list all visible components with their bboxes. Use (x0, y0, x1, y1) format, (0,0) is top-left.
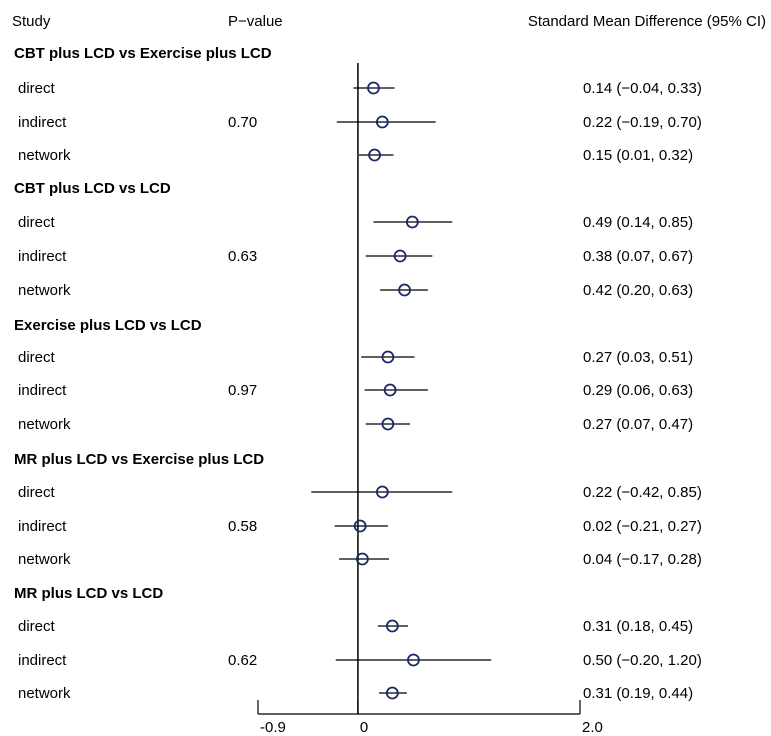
row-label: network (18, 416, 71, 433)
study-row-direct: direct 0.27 (0.03, 0.51) (18, 349, 693, 366)
estimate-label: 0.31 (0.19, 0.44) (583, 685, 693, 702)
point-estimate (393, 249, 407, 263)
study-row-indirect: indirect 0.62 0.50 (−0.20, 1.20) (18, 652, 702, 669)
study-row-direct: direct 0.31 (0.18, 0.45) (18, 618, 693, 635)
point-estimate (385, 686, 399, 700)
point-estimate (353, 519, 367, 533)
estimate-label: 0.15 (0.01, 0.32) (583, 147, 693, 164)
estimate-label: 0.29 (0.06, 0.63) (583, 382, 693, 399)
row-label: direct (18, 349, 56, 366)
point-estimate (375, 485, 389, 499)
point-estimate (381, 350, 395, 364)
row-label: indirect (18, 382, 67, 399)
tick-label: 0 (360, 719, 368, 736)
study-row-direct: direct 0.22 (−0.42, 0.85) (18, 484, 702, 501)
row-label: direct (18, 618, 56, 635)
row-label: direct (18, 214, 56, 231)
group-1: CBT plus LCD vs Exercise plus LCD direct 0… (14, 45, 702, 164)
estimate-label: 0.22 (−0.19, 0.70) (583, 114, 702, 131)
row-label: network (18, 685, 71, 702)
group-title: Exercise plus LCD vs LCD (14, 317, 202, 334)
estimate-label: 0.42 (0.20, 0.63) (583, 282, 693, 299)
estimate-label: 0.14 (−0.04, 0.33) (583, 80, 702, 97)
point-estimate (367, 81, 380, 95)
study-row-direct: direct 0.14 (−0.04, 0.33) (18, 80, 702, 97)
point-estimate (383, 383, 397, 397)
p-value: 0.62 (228, 652, 257, 669)
point-estimate (355, 552, 369, 566)
group-3: Exercise plus LCD vs LCD direct 0.27 (0.03… (14, 317, 693, 433)
p-value: 0.70 (228, 114, 257, 131)
x-axis: -0.9 0 2.0 (257, 700, 603, 736)
study-row-indirect: indirect 0.97 0.29 (0.06, 0.63) (18, 382, 693, 399)
study-row-network: network 0.42 (0.20, 0.63) (18, 282, 693, 299)
row-label: indirect (18, 518, 67, 535)
estimate-label: 0.27 (0.03, 0.51) (583, 349, 693, 366)
estimate-label: 0.04 (−0.17, 0.28) (583, 551, 702, 568)
group-2: CBT plus LCD vs LCD direct 0.49 (0.14, 0.8… (14, 180, 693, 299)
study-row-indirect: indirect 0.58 0.02 (−0.21, 0.27) (18, 518, 702, 535)
column-headers: Study P−value Standard Mean Difference (… (12, 13, 766, 30)
estimate-label: 0.31 (0.18, 0.45) (583, 618, 693, 635)
group-title: MR plus LCD vs Exercise plus LCD (14, 451, 264, 468)
plot-area: CBT plus LCD vs Exercise plus LCD direct 0… (14, 45, 702, 714)
point-estimate (398, 283, 411, 297)
study-row-indirect: indirect 0.63 0.38 (0.07, 0.67) (18, 248, 693, 265)
group-4: MR plus LCD vs Exercise plus LCD direct 0.… (14, 451, 702, 568)
estimate-label: 0.38 (0.07, 0.67) (583, 248, 693, 265)
estimate-label: 0.27 (0.07, 0.47) (583, 416, 693, 433)
point-estimate (375, 115, 389, 129)
study-row-network: network 0.04 (−0.17, 0.28) (18, 551, 702, 568)
p-value: 0.58 (228, 518, 257, 535)
study-row-network: network 0.27 (0.07, 0.47) (18, 416, 693, 433)
study-row-network: network 0.31 (0.19, 0.44) (18, 685, 693, 702)
estimate-label: 0.50 (−0.20, 1.20) (583, 652, 702, 669)
group-title: CBT plus LCD vs LCD (14, 180, 171, 197)
point-estimate (381, 417, 395, 431)
group-5: MR plus LCD vs LCD direct 0.31 (0.18, 0.45… (14, 585, 702, 702)
pvalue-header: P−value (228, 13, 283, 30)
row-label: direct (18, 484, 56, 501)
point-estimate (368, 148, 381, 162)
study-row-network: network 0.15 (0.01, 0.32) (18, 147, 693, 164)
estimate-label: 0.49 (0.14, 0.85) (583, 214, 693, 231)
study-row-indirect: indirect 0.70 0.22 (−0.19, 0.70) (18, 114, 702, 131)
study-header: Study (12, 13, 51, 30)
row-label: indirect (18, 652, 67, 669)
group-title: CBT plus LCD vs Exercise plus LCD (14, 45, 272, 62)
effect-header: Standard Mean Difference (95% CI) (528, 13, 766, 30)
p-value: 0.97 (228, 382, 257, 399)
point-estimate (407, 653, 420, 667)
group-title: MR plus LCD vs LCD (14, 585, 163, 602)
tick-label: -0.9 (260, 719, 286, 736)
row-label: indirect (18, 248, 67, 265)
tick-label: 2.0 (582, 719, 603, 736)
p-value: 0.63 (228, 248, 257, 265)
estimate-label: 0.22 (−0.42, 0.85) (583, 484, 702, 501)
row-label: network (18, 551, 71, 568)
study-row-direct: direct 0.49 (0.14, 0.85) (18, 214, 693, 231)
row-label: network (18, 147, 71, 164)
row-label: network (18, 282, 71, 299)
row-label: direct (18, 80, 56, 97)
row-label: indirect (18, 114, 67, 131)
estimate-label: 0.02 (−0.21, 0.27) (583, 518, 702, 535)
point-estimate (385, 619, 399, 633)
point-estimate (405, 215, 419, 229)
